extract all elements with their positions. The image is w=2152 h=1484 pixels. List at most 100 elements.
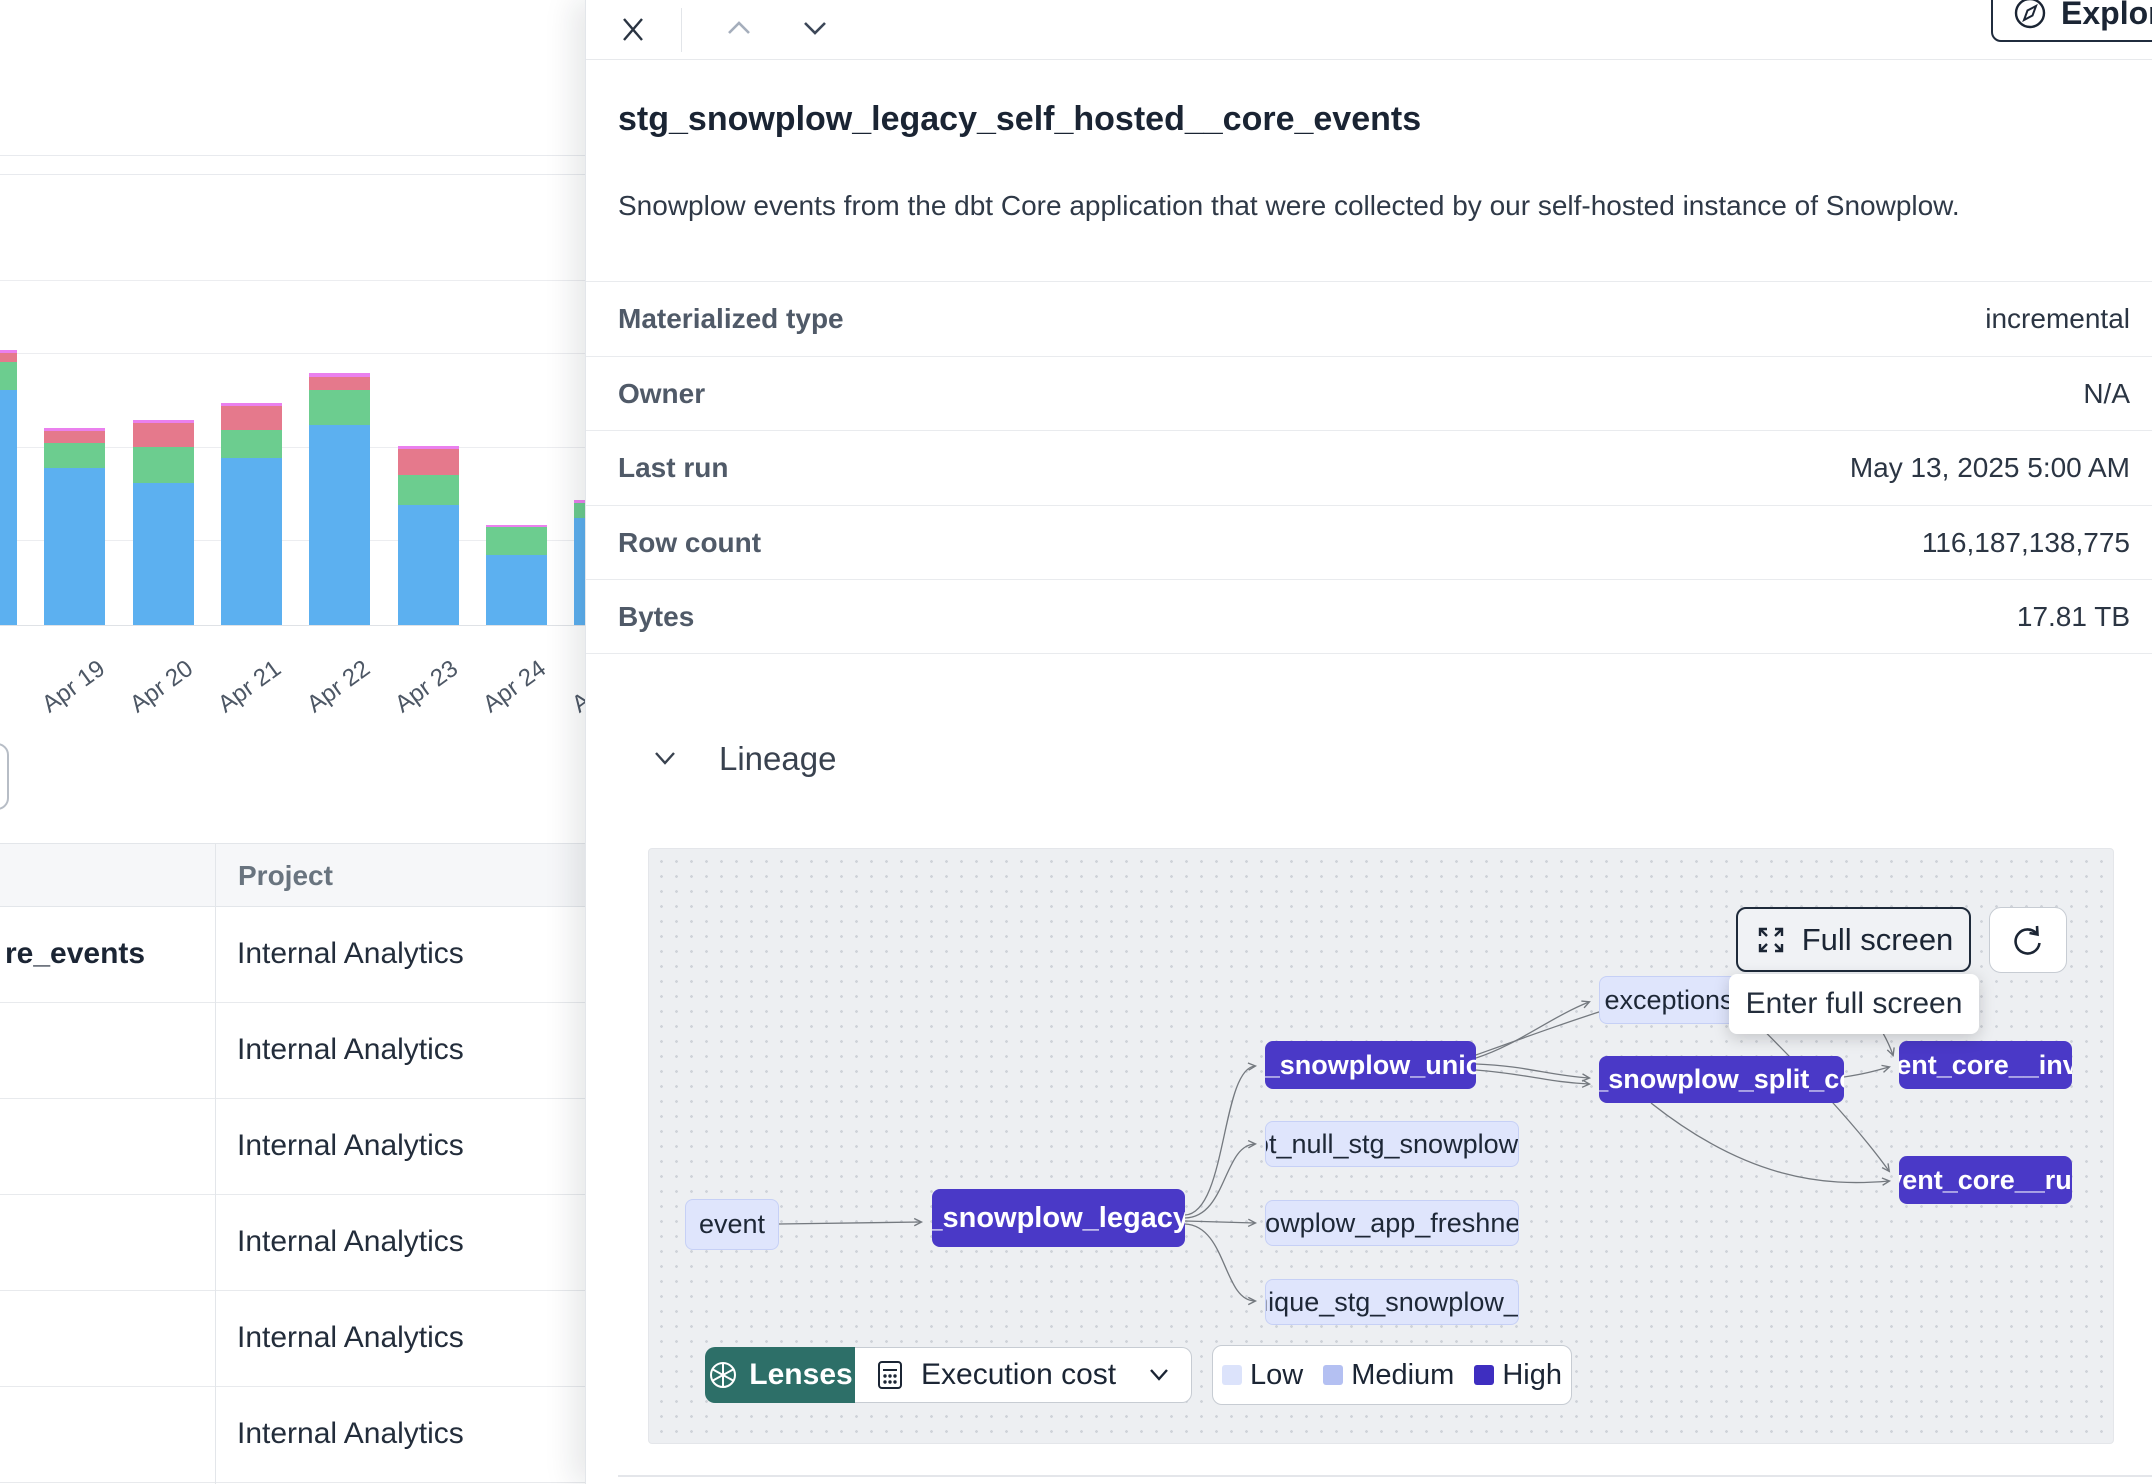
lens-selected-value: Execution cost (921, 1358, 1117, 1391)
bar-segment-rose[interactable] (0, 353, 17, 362)
legend-label: Medium (1351, 1358, 1455, 1391)
bar-segment-blue[interactable] (220, 458, 282, 625)
next-item-button[interactable] (790, 6, 840, 50)
table-row[interactable]: re_events Internal Analytics (0, 907, 585, 1003)
bar-segment-green[interactable] (44, 443, 106, 468)
lens-aperture-icon (710, 1362, 737, 1388)
x-axis-tick-label: Apr 19 (36, 654, 110, 719)
bar-segment-magenta[interactable] (397, 446, 459, 449)
table-row[interactable]: Internal Analytics (0, 1003, 585, 1099)
detail-label: Owner (618, 377, 706, 409)
chevron-up-icon (728, 21, 750, 34)
project-cell: Internal Analytics (237, 1417, 464, 1450)
project-cell: Internal Analytics (237, 937, 464, 970)
bar-segment-blue[interactable] (44, 468, 106, 625)
divider (0, 155, 585, 156)
lineage-node[interactable]: unique_stg_snowplow_… (1265, 1279, 1519, 1325)
detail-value: 116,187,138,775 (1921, 526, 2130, 558)
detail-row-materialized-type: Materialized type incremental (586, 281, 2152, 356)
x-axis-tick-label: Apr 20 (125, 654, 199, 719)
legend-item-medium: Medium (1323, 1359, 1454, 1392)
column-header-project: Project (238, 860, 333, 891)
divider (618, 1475, 2152, 1477)
cropped-button-fragment[interactable] (0, 743, 9, 810)
model-name-title: stg_snowplow_legacy_self_hosted__core_ev… (618, 100, 1422, 138)
panel-header: Explore (586, 0, 2152, 60)
bar-segment-magenta[interactable] (485, 525, 547, 527)
table-row[interactable]: Internal Analytics (0, 1291, 585, 1387)
lineage-node[interactable]: event_core__ru… (1899, 1156, 2072, 1204)
bar-segment-rose[interactable] (132, 423, 194, 447)
lens-selector-dropdown[interactable]: Execution cost (855, 1347, 1192, 1403)
refresh-button[interactable] (1989, 907, 2067, 973)
lenses-label: Lenses (749, 1358, 853, 1391)
detail-row-bytes: Bytes 17.81 TB (586, 579, 2152, 655)
lineage-node[interactable]: int_snowplow_split_co… (1599, 1056, 1844, 1103)
lineage-node[interactable]: int_snowplow_unio… (1265, 1041, 1476, 1089)
table-row[interactable]: Internal Analytics (0, 1195, 585, 1291)
header-divider (681, 8, 682, 52)
explore-label: Explore (2061, 0, 2152, 31)
bar-segment-green[interactable] (132, 447, 194, 483)
x-axis-tick-label: Apr 24 (478, 654, 552, 719)
bar-segment-magenta[interactable] (309, 373, 371, 377)
chart-gridline (0, 447, 585, 448)
chevron-down-icon (655, 752, 675, 765)
bar-segment-rose[interactable] (309, 377, 371, 390)
bar-segment-blue[interactable] (309, 425, 371, 625)
bar-segment-rose[interactable] (44, 431, 106, 443)
chart-gridline (0, 353, 585, 354)
legend-item-low: Low (1221, 1358, 1304, 1392)
project-cell: Internal Analytics (237, 1225, 464, 1258)
bar-segment-green[interactable] (397, 475, 459, 505)
bar-segment-rose[interactable] (397, 449, 459, 475)
bar-segment-green[interactable] (220, 430, 282, 458)
cost-legend: Low Medium High (1212, 1345, 1572, 1405)
lenses-control: Lenses Execution cost (705, 1347, 1192, 1403)
chart-x-axis (0, 625, 585, 626)
detail-value: May 13, 2025 5:00 AM (1849, 452, 2130, 484)
lenses-button[interactable]: Lenses (705, 1347, 855, 1403)
explore-button[interactable]: Explore (1991, 0, 2152, 42)
lineage-node[interactable]: event (685, 1199, 779, 1250)
bar-segment-green[interactable] (309, 390, 371, 425)
detail-value: 17.81 TB (2016, 600, 2130, 632)
close-button[interactable] (608, 4, 658, 54)
table-row[interactable]: Internal Analytics (0, 1387, 585, 1483)
table-row[interactable]: Internal Analytics (0, 1099, 585, 1195)
previous-item-button[interactable] (714, 6, 764, 50)
legend-label: Low (1249, 1358, 1304, 1391)
bar-segment-rose[interactable] (220, 406, 282, 430)
divider (0, 174, 585, 175)
bar-segment-green[interactable] (0, 362, 17, 390)
bar-segment-magenta[interactable] (44, 428, 106, 431)
bar-segment-magenta[interactable] (220, 403, 282, 406)
detail-label: Bytes (618, 600, 695, 632)
bar-segment-blue[interactable] (485, 555, 547, 625)
close-icon (623, 18, 643, 41)
bar-segment-blue[interactable] (132, 483, 194, 625)
x-axis-tick-label: Apr 21 (213, 654, 287, 719)
compass-icon (2014, 0, 2046, 29)
bar-segment-magenta[interactable] (0, 350, 17, 353)
fullscreen-button[interactable]: Full screen (1736, 907, 1971, 972)
project-cell: Internal Analytics (237, 1321, 464, 1354)
lineage-node[interactable]: snowplow_app_freshne… (1265, 1200, 1519, 1246)
bar-segment-blue[interactable] (0, 390, 17, 625)
model-details-panel: Explore stg_snowplow_legacy_self_hosted_… (585, 0, 2152, 1484)
legend-swatch (1221, 1365, 1242, 1385)
lineage-graph-canvas[interactable]: event stg_snowplow_legacy_… int_snowplow_u… (648, 848, 2114, 1444)
bar-segment-green[interactable] (485, 527, 547, 555)
project-cell: Internal Analytics (237, 1129, 464, 1162)
legend-swatch (1323, 1365, 1344, 1385)
x-axis-tick-label: Apr 23 (389, 654, 464, 719)
bar-segment-magenta[interactable] (132, 420, 194, 423)
detail-label: Last run (618, 452, 729, 484)
bar-segment-blue[interactable] (397, 505, 459, 625)
fullscreen-tooltip: Enter full screen (1729, 974, 1979, 1034)
lineage-node[interactable]: event_core__inv… (1899, 1041, 2072, 1089)
lineage-section-header[interactable]: Lineage (651, 740, 836, 778)
lineage-node[interactable]: not_null_stg_snowplow… (1265, 1121, 1519, 1167)
lineage-node[interactable]: stg_snowplow_legacy_… (932, 1189, 1185, 1247)
